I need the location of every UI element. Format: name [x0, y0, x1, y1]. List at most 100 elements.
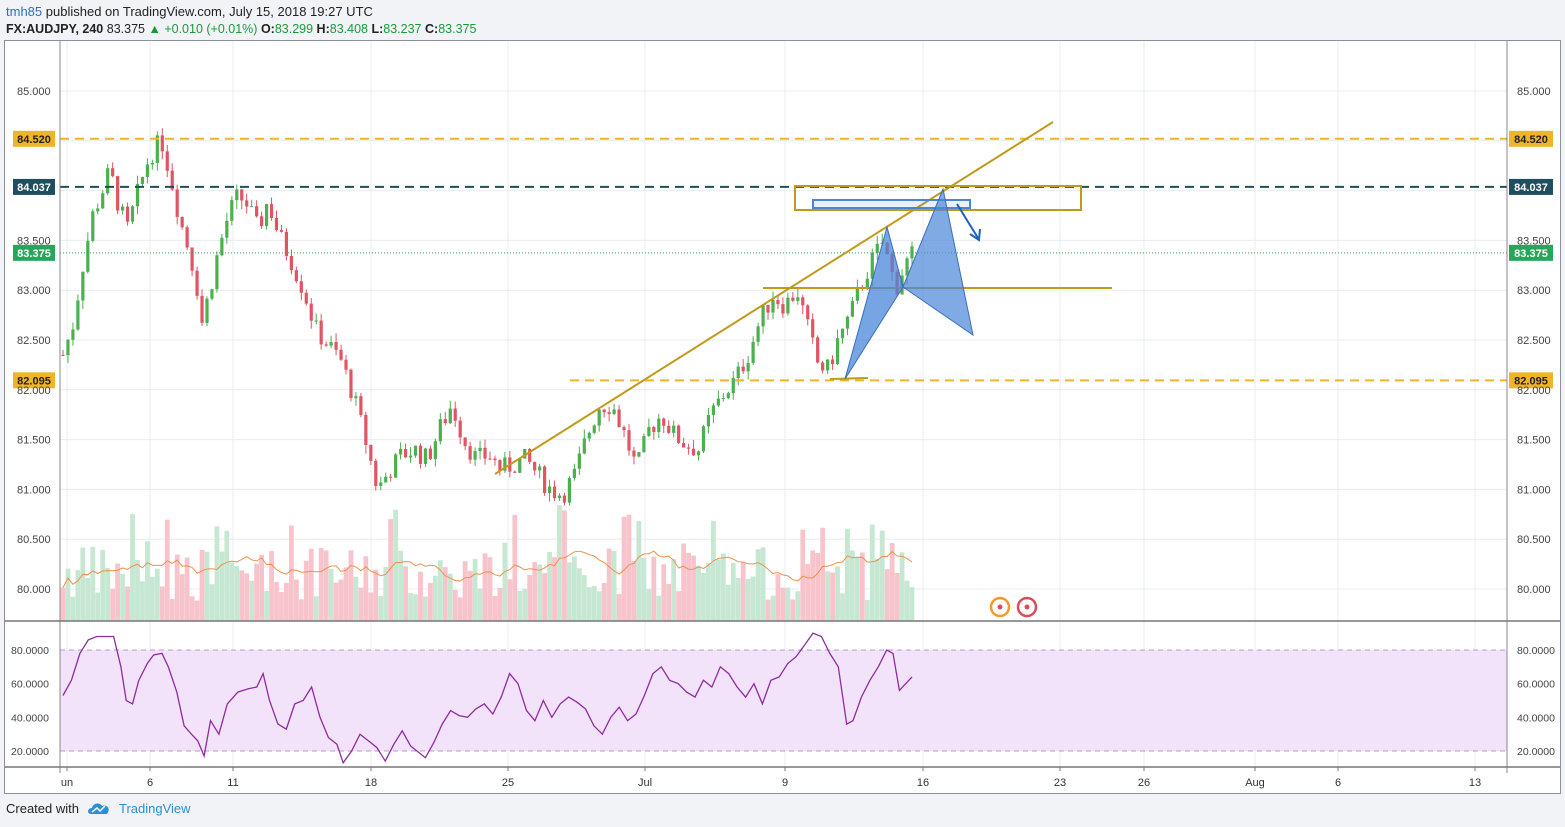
- volume-bar: [686, 552, 691, 621]
- footer: Created with TradingView: [6, 801, 191, 816]
- candle-body: [503, 457, 507, 471]
- candle-body: [269, 204, 274, 218]
- volume-bar: [616, 594, 622, 621]
- candle-body: [607, 412, 611, 414]
- volume-bar: [135, 559, 140, 621]
- volume-bar: [447, 573, 453, 621]
- volume-bar: [284, 582, 289, 621]
- candle-body: [66, 339, 70, 356]
- x-tick-label: 16: [917, 777, 929, 789]
- volume-bar: [432, 575, 438, 621]
- chart-canvas[interactable]: 84.520 84.520 84.037 84.037 83.375 83.375 82.0…: [5, 41, 1560, 793]
- candle-body: [71, 329, 75, 340]
- volume-bar: [333, 582, 339, 621]
- author-link[interactable]: tmh85: [6, 4, 43, 19]
- volume-bar: [423, 596, 428, 621]
- y-tick-label-right: 83.000: [1517, 285, 1551, 297]
- x-tick-label: Aug: [1245, 777, 1265, 789]
- candle-body: [175, 189, 179, 217]
- volume-bar: [661, 564, 667, 621]
- volume-bar: [363, 556, 369, 621]
- low-value: 83.237: [383, 22, 422, 36]
- candle-body: [567, 477, 572, 503]
- candle-body: [135, 183, 140, 207]
- y-tick-label-right: 81.500: [1517, 435, 1551, 447]
- candle-body: [180, 216, 184, 228]
- volume-bar: [725, 584, 731, 621]
- candle-body: [334, 342, 338, 350]
- candle-body: [120, 206, 125, 211]
- volume-bar: [502, 542, 508, 621]
- event-dot-icon: [1024, 604, 1030, 610]
- volume-bar: [899, 552, 905, 621]
- volume-bar: [442, 567, 448, 621]
- candle-body: [801, 297, 805, 306]
- volume-bar: [810, 550, 816, 621]
- candle-body: [652, 427, 656, 433]
- candle-body: [443, 419, 447, 424]
- volume-bar: [696, 565, 701, 621]
- rsi-tick-label-right: 20.0000: [1517, 746, 1555, 758]
- candle-body: [533, 461, 537, 471]
- candle-body: [403, 449, 408, 458]
- candle-body: [413, 445, 418, 456]
- candle-body: [488, 458, 492, 460]
- candle-body: [106, 168, 110, 194]
- candle-body: [101, 193, 105, 209]
- y-tick-label-right: 85.000: [1517, 86, 1551, 98]
- volume-bar: [681, 543, 687, 621]
- price-level-badge: [1509, 178, 1553, 195]
- volume-bar: [636, 520, 642, 621]
- volume-bar: [497, 587, 503, 621]
- candle-body: [865, 278, 869, 287]
- volume-bar: [194, 600, 200, 621]
- candle-body: [389, 476, 393, 478]
- candle-body: [721, 398, 725, 400]
- candle-body: [811, 319, 815, 338]
- candle-body: [309, 303, 313, 321]
- high-label: H:: [316, 22, 330, 36]
- candle-body: [245, 200, 249, 207]
- tradingview-link[interactable]: TradingView: [118, 801, 191, 816]
- symbol-name[interactable]: FX:AUDJPY, 240: [6, 22, 104, 36]
- y-tick-label-left: 82.500: [17, 335, 51, 347]
- candle-body: [259, 216, 264, 227]
- volume-bar: [889, 543, 895, 621]
- candle-body: [339, 349, 343, 360]
- open-value: 83.299: [274, 22, 314, 36]
- candle-body: [513, 471, 517, 473]
- volume-bar: [854, 557, 860, 621]
- close-value: 83.375: [438, 22, 477, 36]
- volume-bar: [651, 556, 657, 621]
- chart-frame[interactable]: 84.520 84.520 84.037 84.037 83.375 83.375 82.0…: [4, 40, 1561, 794]
- candle-body: [364, 414, 368, 445]
- published-text: published on TradingView.com, July 15, 2…: [45, 4, 373, 19]
- volume-bar: [656, 595, 662, 621]
- candle-body: [855, 286, 859, 301]
- y-tick-label-left: 80.500: [17, 534, 51, 546]
- volume-bar: [164, 519, 170, 621]
- candle-body: [329, 342, 333, 346]
- volume-bar: [313, 596, 319, 621]
- candle-body: [562, 495, 567, 503]
- volume-bar: [452, 589, 458, 621]
- volume-bar: [745, 578, 751, 621]
- volume-bar: [264, 590, 269, 621]
- volume-bar: [234, 566, 240, 621]
- candle-body: [240, 189, 244, 201]
- volume-bar: [145, 541, 150, 621]
- volume-bar: [715, 559, 721, 621]
- low-label: L:: [371, 22, 384, 36]
- candle-body: [468, 446, 472, 460]
- volume-bar: [567, 562, 572, 621]
- candle-body: [796, 297, 800, 301]
- volume-bar: [611, 550, 617, 621]
- rsi-tick-label-left: 40.0000: [11, 712, 49, 724]
- candle-body: [205, 298, 209, 323]
- candle-body: [61, 354, 65, 356]
- x-tick-label: 6: [147, 777, 153, 789]
- candle-body: [870, 252, 874, 279]
- volume-bar: [830, 572, 835, 621]
- volume-bar: [80, 547, 86, 621]
- volume-bar: [115, 563, 121, 621]
